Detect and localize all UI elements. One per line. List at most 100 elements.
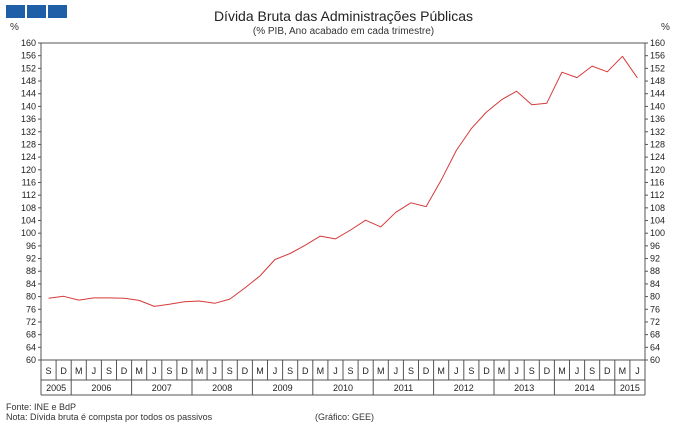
y-tick-label-right: 116 (650, 177, 664, 187)
chart-subtitle: (% PIB, Ano acabado em cada trimestre) (252, 26, 435, 37)
x-tick-label: D (121, 366, 128, 376)
x-tick-label: M (196, 366, 204, 376)
y-tick-label-right: 100 (650, 228, 665, 238)
x-tick-label: S (529, 366, 535, 376)
x-tick-label: J (514, 366, 519, 376)
x-tick-label: M (558, 366, 566, 376)
x-tick-label: D (544, 366, 551, 376)
x-tick-label: D (181, 366, 188, 376)
x-tick-label: S (589, 366, 595, 376)
year-label: 2006 (91, 383, 111, 393)
year-label: 2012 (454, 383, 474, 393)
y-tick-label-left: 160 (21, 38, 36, 48)
x-tick-label: J (152, 366, 157, 376)
y-tick-label-right: 140 (650, 101, 665, 111)
left-unit-label: % (10, 22, 19, 33)
right-unit-label: % (661, 22, 670, 33)
x-tick-label: S (348, 366, 354, 376)
year-label: 2005 (46, 383, 66, 393)
y-tick-label-right: 148 (650, 76, 665, 86)
y-tick-label-left: 68 (26, 330, 36, 340)
y-tick-label-left: 64 (26, 342, 36, 352)
year-label: 2007 (152, 383, 172, 393)
source-note: Fonte: INE e BdP (6, 402, 77, 412)
y-tick-label-left: 156 (21, 51, 36, 61)
y-tick-label-left: 124 (21, 152, 36, 162)
y-tick-label-left: 112 (22, 190, 36, 200)
x-tick-label: S (468, 366, 474, 376)
y-tick-label-left: 100 (21, 228, 36, 238)
logo-block-3 (48, 5, 67, 18)
y-tick-label-left: 136 (21, 114, 36, 124)
x-tick-label: S (106, 366, 112, 376)
y-tick-label-right: 92 (650, 254, 660, 264)
x-tick-label: D (423, 366, 430, 376)
y-tick-label-left: 60 (26, 355, 36, 365)
logo-block-1 (6, 5, 25, 18)
y-tick-label-left: 76 (26, 304, 36, 314)
y-tick-label-right: 88 (650, 266, 660, 276)
year-label: 2014 (575, 383, 595, 393)
year-label: 2013 (514, 383, 534, 393)
y-tick-label-right: 60 (650, 355, 660, 365)
y-tick-label-left: 104 (21, 216, 36, 226)
y-tick-label-left: 92 (26, 254, 36, 264)
x-tick-label: J (454, 366, 459, 376)
y-tick-label-right: 72 (650, 317, 660, 327)
x-tick-label: J (273, 366, 278, 376)
x-tick-label: J (575, 366, 580, 376)
y-tick-label-right: 108 (650, 203, 665, 213)
x-tick-label: S (166, 366, 172, 376)
y-tick-label-right: 124 (650, 152, 665, 162)
y-tick-label-right: 68 (650, 330, 660, 340)
y-tick-label-left: 96 (26, 241, 36, 251)
x-tick-label: M (256, 366, 264, 376)
x-tick-label: J (394, 366, 399, 376)
x-tick-label: D (604, 366, 611, 376)
logo-block-2 (27, 5, 46, 18)
debt-series-line (48, 55, 638, 307)
x-tick-label: J (92, 366, 97, 376)
x-tick-label: S (227, 366, 233, 376)
y-tick-label-left: 128 (21, 139, 36, 149)
y-tick-label-right: 152 (650, 63, 665, 73)
footnote: Nota: Dívida bruta é compsta por todos o… (6, 412, 213, 422)
y-tick-label-right: 84 (650, 279, 660, 289)
y-tick-label-right: 132 (650, 127, 665, 137)
x-tick-label: J (212, 366, 217, 376)
y-tick-label-left: 140 (21, 101, 36, 111)
y-tick-label-left: 152 (21, 63, 36, 73)
x-tick-label: S (408, 366, 414, 376)
x-tick-label: D (60, 366, 67, 376)
y-tick-label-left: 72 (26, 317, 36, 327)
y-tick-label-left: 148 (21, 76, 36, 86)
y-tick-label-right: 80 (650, 292, 660, 302)
x-tick-label: S (46, 366, 52, 376)
y-tick-label-left: 88 (26, 266, 36, 276)
x-tick-label: D (483, 366, 490, 376)
y-tick-label-right: 104 (650, 216, 665, 226)
year-label: 2010 (333, 383, 353, 393)
y-tick-label-left: 84 (26, 279, 36, 289)
y-tick-label-left: 132 (21, 127, 36, 137)
y-tick-label-right: 160 (650, 38, 665, 48)
x-tick-label: D (242, 366, 249, 376)
y-tick-label-right: 76 (650, 304, 660, 314)
year-label: 2015 (620, 383, 640, 393)
year-label: 2009 (273, 383, 293, 393)
x-tick-label: M (437, 366, 445, 376)
y-tick-label-right: 136 (650, 114, 665, 124)
y-tick-label-right: 156 (650, 51, 665, 61)
y-tick-label-right: 96 (650, 241, 660, 251)
y-tick-label-left: 120 (21, 165, 36, 175)
y-tick-label-right: 128 (650, 139, 665, 149)
x-tick-label: D (302, 366, 309, 376)
year-label: 2008 (212, 383, 232, 393)
x-tick-label: M (135, 366, 143, 376)
y-tick-label-left: 116 (22, 177, 36, 187)
chart-title: Dívida Bruta das Administrações Públicas (213, 8, 474, 24)
x-tick-label: M (619, 366, 627, 376)
y-tick-label-left: 80 (26, 292, 36, 302)
